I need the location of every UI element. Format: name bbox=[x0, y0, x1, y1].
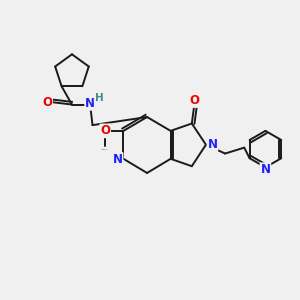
Text: O: O bbox=[189, 94, 199, 107]
Text: N: N bbox=[260, 163, 270, 176]
Text: N: N bbox=[85, 97, 95, 110]
Text: O: O bbox=[100, 124, 110, 137]
Text: methoxy: methoxy bbox=[102, 148, 108, 150]
Text: N: N bbox=[207, 138, 218, 151]
Text: H: H bbox=[94, 93, 103, 103]
Text: N: N bbox=[112, 153, 123, 166]
Text: O: O bbox=[42, 96, 52, 109]
